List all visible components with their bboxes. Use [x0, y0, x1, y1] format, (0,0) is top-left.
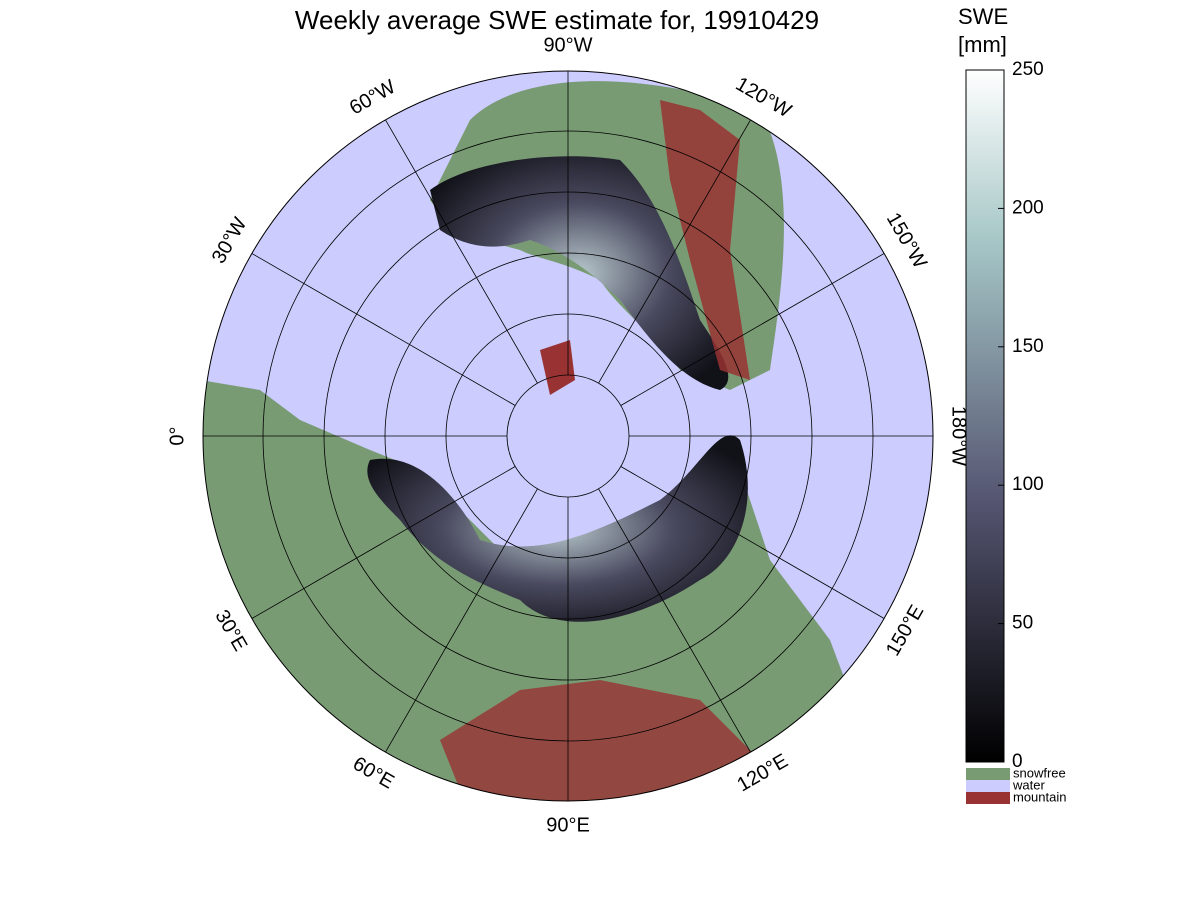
meridian — [251, 466, 516, 619]
legend-label: snowfree — [1013, 765, 1066, 780]
longitude-label: 30°W — [208, 214, 252, 268]
colorbar-label: SWE — [958, 4, 1008, 29]
colorbar-tick-label: 100 — [1012, 474, 1044, 495]
colorbar-tick-label: 0 — [1012, 751, 1023, 772]
longitude-label: 90°W — [543, 34, 592, 56]
colorbar — [965, 69, 1005, 763]
colorbar-label: [mm] — [958, 32, 1007, 57]
longitude-label: 0° — [166, 426, 188, 445]
meridian — [598, 488, 751, 753]
legend-swatch — [966, 780, 1010, 792]
longitude-label: 60°E — [349, 753, 398, 794]
title: Weekly average SWE estimate for, 1991042… — [295, 5, 819, 35]
meridian — [620, 253, 885, 406]
legend-swatch — [966, 792, 1010, 804]
colorbar-tick-label: 250 — [1012, 59, 1044, 80]
map-border — [202, 70, 934, 802]
colorbar-tick-label: 50 — [1012, 613, 1033, 634]
colorbar-tick-label: 200 — [1012, 197, 1044, 218]
legend-label: mountain — [1013, 789, 1066, 804]
longitude-label: 180°W — [948, 406, 970, 466]
land — [203, 81, 860, 801]
meridian — [598, 119, 751, 384]
graticule — [203, 71, 933, 801]
longitude-label: 90°E — [546, 814, 590, 836]
map — [202, 70, 934, 802]
legend-label: water — [1012, 777, 1045, 792]
meridian — [620, 466, 885, 619]
longitude-label: 60°W — [346, 76, 400, 120]
meridian — [385, 488, 538, 753]
legend-swatch — [966, 768, 1010, 780]
longitude-label: 30°E — [210, 606, 251, 655]
colorbar-tick-label: 150 — [1012, 336, 1044, 357]
meridian — [385, 119, 538, 384]
meridian — [251, 253, 516, 406]
